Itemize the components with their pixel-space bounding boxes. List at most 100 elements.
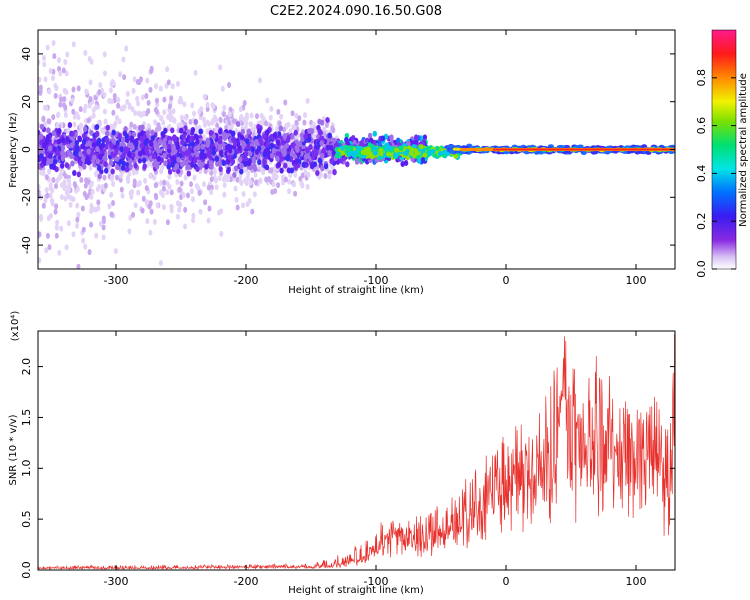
spectrogram-cell: [156, 155, 162, 162]
spectrogram-cell: [149, 65, 154, 72]
spectrogram-cell: [57, 128, 62, 135]
spectrogram-cell: [59, 181, 64, 188]
spectrogram-cell: [279, 113, 284, 120]
spectrogram-cell: [214, 127, 219, 134]
spectrogram-cell: [103, 155, 108, 162]
spectrogram-cell: [167, 124, 172, 131]
spectrogram-cell: [76, 171, 82, 178]
spectrogram-cell: [175, 200, 180, 207]
spectrogram-cell: [59, 194, 64, 201]
spectrogram-cell: [257, 128, 262, 135]
spectrogram-cell: [203, 199, 208, 206]
spectrogram-cell: [172, 134, 177, 141]
spectrogram-cell: [89, 193, 94, 200]
spectrogram-cell: [76, 211, 81, 218]
spectrogram-cell: [80, 205, 85, 212]
spectrogram-cell: [302, 112, 307, 119]
spectrogram-cell: [189, 181, 194, 188]
spectrogram-cell: [41, 55, 46, 62]
spectrogram-cell: [83, 49, 88, 56]
spectrogram-cell: [252, 191, 257, 198]
spectrogram-cell: [169, 95, 174, 102]
spectrogram-cell: [136, 100, 141, 107]
spectrogram-cell: [279, 167, 284, 174]
spectrogram-cell: [47, 88, 52, 95]
spectrogram-cell: [51, 40, 56, 47]
spectrogram-cell: [175, 144, 181, 151]
spectrogram-cell: [63, 195, 68, 202]
spectrogram-cell: [130, 106, 135, 113]
spectrogram-cell: [325, 144, 330, 151]
spectrogram-cell: [359, 140, 364, 147]
spectrogram-cell: [294, 158, 299, 165]
spectrogram-cell: [137, 157, 142, 164]
spectrogram-cell: [271, 147, 277, 154]
spectrogram-cell: [179, 114, 184, 121]
spectrogram-cell: [253, 171, 258, 178]
spectrogram-cell: [320, 152, 325, 159]
spectrogram-cell: [325, 116, 330, 123]
spectrogram-cell: [301, 161, 306, 168]
spectrogram-cell: [61, 67, 66, 74]
x-tick-label: -300: [104, 274, 129, 287]
spectrogram-cell: [176, 156, 181, 163]
spectrogram-cell: [179, 122, 184, 129]
spectrogram-cell: [206, 139, 211, 146]
spectrogram-cell: [41, 116, 46, 123]
spectrogram-cell: [170, 127, 175, 134]
spectrogram-cell: [143, 139, 148, 146]
spectrogram-cell: [54, 203, 59, 210]
spectrogram-cell: [127, 228, 132, 235]
spectrogram-cell: [55, 122, 60, 129]
spectrogram-cell: [201, 116, 206, 123]
spectrogram-cell: [112, 123, 117, 130]
spectrogram-cell: [147, 203, 152, 210]
spectrogram-cell: [117, 118, 122, 125]
spectrogram-cell: [77, 136, 83, 143]
spectrogram-cell: [234, 196, 239, 203]
spectrogram-cell: [291, 124, 296, 131]
spectrogram-cell: [47, 145, 53, 152]
spectrogram-cell: [67, 121, 73, 128]
spectrogram-cell: [43, 76, 48, 83]
spectrogram-cell: [99, 220, 104, 227]
spectrogram-cell: [58, 101, 63, 108]
spectrogram-cell: [52, 53, 57, 60]
spectrogram-cell: [264, 120, 269, 127]
spectrogram-cell: [227, 154, 232, 161]
spectrogram-cell: [240, 128, 246, 135]
spectrogram-cell: [120, 164, 126, 171]
spectrogram-cell: [38, 59, 41, 66]
spectrogram-cell: [83, 243, 88, 250]
y-tick-label: 0: [20, 146, 33, 153]
spectrogram-cell: [128, 163, 133, 170]
spectrogram-cell: [139, 135, 144, 142]
spectrogram-cell: [239, 134, 245, 141]
spectrogram-cell: [181, 133, 186, 140]
spectrogram-cell: [224, 124, 229, 131]
spectrogram-cell: [82, 107, 87, 114]
spectrogram-cell: [82, 190, 87, 197]
spectrogram-cell: [70, 97, 75, 104]
spectrogram-cell: [102, 51, 107, 58]
y-tick-label: 40: [20, 47, 33, 61]
spectrogram-cell: [235, 176, 240, 183]
spectrogram-cell: [60, 150, 65, 157]
snr-marks: [38, 333, 675, 570]
spectrogram-cell: [71, 41, 76, 48]
spectrogram-cell: [322, 130, 327, 137]
spectrogram-cell: [195, 166, 200, 173]
spectrogram-cell: [413, 134, 419, 141]
spectrogram-cell: [150, 129, 155, 136]
spectrogram-cell: [238, 156, 243, 163]
spectrogram-cell: [57, 249, 62, 256]
spectrogram-cell: [78, 123, 83, 130]
spectrogram-cell: [200, 143, 205, 150]
spectrogram-cell: [392, 152, 398, 158]
spectrogram-cell: [148, 229, 153, 236]
colorbar-tick-label: 0.0: [695, 260, 708, 278]
spectrogram-cell: [102, 92, 107, 99]
spectrogram-cell: [54, 224, 59, 231]
spectrogram-cell: [253, 165, 258, 172]
spectrogram-cell: [129, 135, 135, 142]
